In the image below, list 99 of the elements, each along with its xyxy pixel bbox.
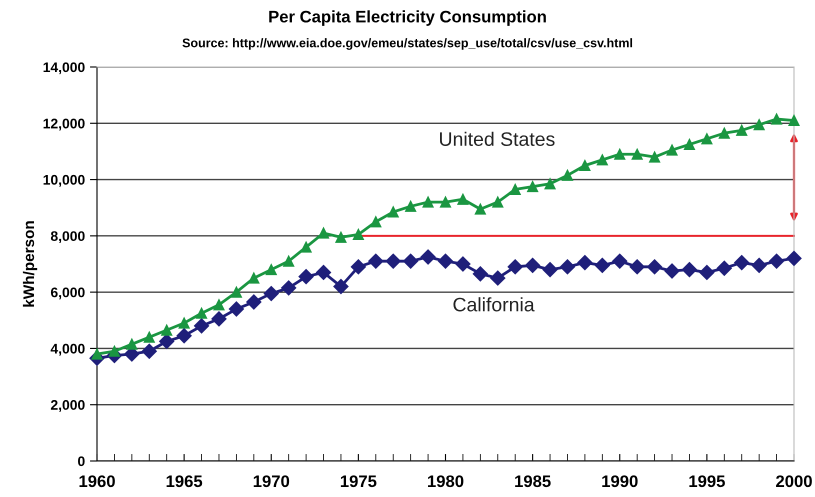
point <box>542 262 558 278</box>
point <box>161 324 172 336</box>
chart-title: Per Capita Electricity Consumption <box>269 10 546 26</box>
point <box>196 308 208 319</box>
point <box>246 294 262 310</box>
series-label: United States <box>440 132 555 146</box>
point <box>788 114 800 126</box>
point <box>318 227 330 239</box>
point <box>666 144 678 156</box>
point <box>283 256 294 267</box>
point <box>560 259 576 274</box>
point <box>736 124 748 136</box>
point <box>228 301 244 317</box>
point <box>701 133 712 144</box>
x-tick-label: 1960 <box>80 475 115 488</box>
y-tick-label: 6,000 <box>50 287 85 300</box>
point <box>632 148 643 160</box>
point <box>664 263 680 279</box>
point <box>440 196 452 208</box>
point <box>386 254 401 269</box>
point <box>752 258 767 273</box>
point <box>213 299 225 310</box>
x-tick-label: 1985 <box>515 475 551 488</box>
point <box>612 254 628 269</box>
point <box>630 259 645 274</box>
point <box>422 196 434 208</box>
point <box>352 228 364 240</box>
y-tick-label: 4,000 <box>50 344 85 356</box>
point <box>316 264 332 280</box>
point <box>716 260 732 276</box>
point <box>248 272 260 284</box>
point <box>474 204 486 215</box>
point <box>684 138 696 150</box>
x-tick-label: 1980 <box>428 475 464 488</box>
point <box>266 264 277 276</box>
point <box>786 250 802 266</box>
point <box>335 232 347 243</box>
point <box>281 280 296 296</box>
point <box>420 249 436 265</box>
point <box>492 196 504 208</box>
y-tick-label: 10,000 <box>44 174 85 187</box>
point <box>508 259 523 274</box>
y-tick-label: 8,000 <box>50 231 85 244</box>
point <box>142 344 157 359</box>
x-tick-label: 1990 <box>602 475 638 488</box>
point <box>457 194 468 205</box>
point <box>579 160 590 172</box>
point <box>405 200 416 212</box>
x-tick-label: 1965 <box>166 475 202 488</box>
point <box>333 278 349 294</box>
point <box>159 334 174 349</box>
point <box>594 258 610 273</box>
point <box>370 216 382 228</box>
point <box>126 338 138 350</box>
y-axis-title: kWh/person <box>22 221 38 307</box>
point <box>614 148 626 160</box>
point <box>178 318 190 329</box>
point <box>682 262 698 278</box>
point <box>596 154 608 166</box>
point <box>510 184 521 195</box>
y-tick-label: 12,000 <box>44 118 85 130</box>
point <box>699 264 714 280</box>
point <box>350 259 366 274</box>
chart-subtitle: Source: http://www.eia.doe.gov/emeu/states/sep_use/total/csv/use_csv.html <box>182 38 632 50</box>
point <box>230 286 242 298</box>
point <box>176 328 192 344</box>
point <box>298 269 314 284</box>
y-tick-label: 0 <box>78 456 85 466</box>
point <box>718 128 730 139</box>
point <box>771 114 782 125</box>
point <box>438 254 454 269</box>
point <box>264 286 279 302</box>
point <box>490 270 506 286</box>
point <box>403 254 418 269</box>
point <box>527 181 538 192</box>
point <box>144 332 155 343</box>
point <box>194 318 210 334</box>
point <box>647 259 662 274</box>
point <box>211 311 227 326</box>
point <box>300 242 312 253</box>
point <box>562 170 574 181</box>
x-tick-label: 1995 <box>689 475 725 488</box>
point <box>544 178 556 190</box>
point <box>472 266 488 282</box>
series-label: California <box>453 297 535 312</box>
point <box>455 256 470 272</box>
point <box>388 206 399 218</box>
y-tick-label: 14,000 <box>44 62 85 74</box>
point <box>734 255 750 270</box>
x-tick-label: 2000 <box>776 475 812 488</box>
point <box>649 152 660 163</box>
x-tick-label: 1975 <box>340 475 376 488</box>
x-tick-label: 1970 <box>254 475 290 488</box>
point <box>368 254 384 269</box>
point <box>577 255 592 270</box>
point <box>754 119 765 130</box>
point <box>769 254 784 269</box>
y-tick-label: 2,000 <box>50 400 85 412</box>
point <box>525 258 540 273</box>
